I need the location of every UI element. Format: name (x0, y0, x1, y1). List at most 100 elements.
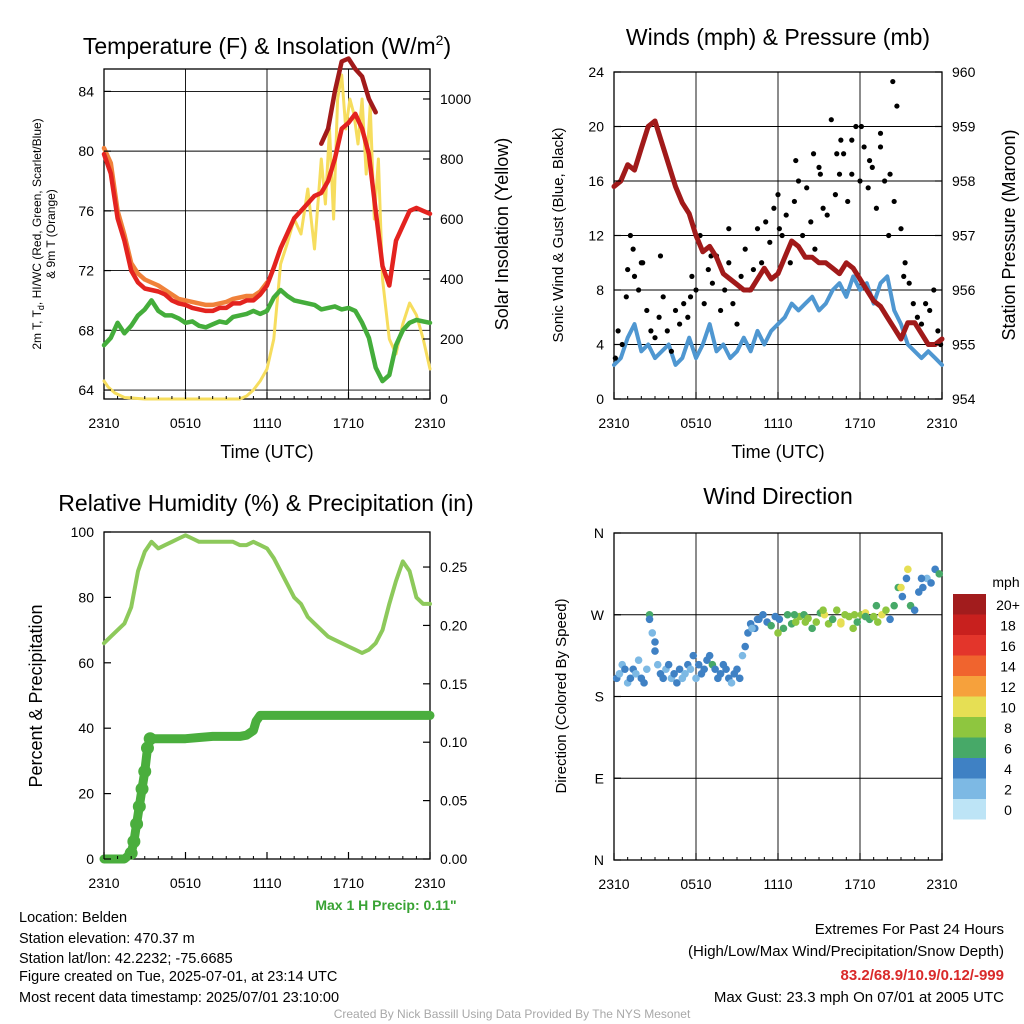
wind-direction-point (917, 574, 926, 583)
gust-point (771, 205, 777, 211)
colorbar-label: 12 (1000, 679, 1016, 695)
wind-direction-point (904, 565, 912, 574)
wind-direction-point (819, 606, 827, 615)
station-info: Location: Belden Station elevation: 470.… (19, 910, 339, 1006)
gust-point (672, 307, 679, 314)
gust-point (882, 178, 888, 184)
gust-point (631, 273, 638, 279)
precipitation-point (130, 817, 144, 831)
gust-point (644, 307, 650, 314)
gust-point (849, 137, 855, 143)
gust-point (775, 192, 781, 198)
wind-direction-grid (614, 533, 942, 860)
winds-ytick-label: 16 (588, 173, 604, 189)
pressure-y-axis-label: Station Pressure (Maroon) (999, 129, 1019, 340)
humidity-ytick-label: 0 (86, 851, 94, 867)
wind-direction-point (801, 618, 810, 626)
wind-direction-point (735, 674, 744, 683)
gust-point (869, 164, 875, 170)
precipitation-point (132, 799, 146, 813)
temperature-x-axis-label: Time (UTC) (220, 442, 313, 462)
colorbar-label: 18 (1000, 618, 1016, 634)
gust-point (795, 178, 802, 184)
gust-point (776, 226, 782, 232)
wind-direction-xtick-label: 0510 (680, 876, 711, 892)
precipitation-point (143, 732, 157, 746)
colorbar-title: mph (992, 574, 1019, 590)
winds-x-axis-label: Time (UTC) (731, 442, 824, 462)
wind-direction-point (775, 615, 784, 624)
wind-direction-point (632, 669, 640, 678)
gust-point (701, 301, 707, 307)
temperature-panel: Temperature (F) & Insolation (W/m2) 2310… (30, 32, 512, 462)
wind-direction-point (759, 610, 767, 619)
gust-point (816, 164, 822, 170)
gust-point (709, 280, 716, 286)
wind-direction-point (849, 624, 857, 633)
temperature-xtick-label: 2310 (414, 415, 445, 431)
precip-ytick-right-label: 0.25 (440, 559, 467, 575)
temperature-xtick-label: 1710 (333, 415, 364, 431)
wind-direction-point (670, 669, 678, 678)
winds-ytick-label: 20 (588, 119, 604, 135)
wind-direction-point (645, 615, 654, 624)
wind-direction-point (790, 610, 799, 619)
wind-direction-xtick-label: 1110 (763, 876, 792, 892)
gust-point (866, 157, 873, 164)
gust-point (718, 307, 724, 314)
gust-point (877, 144, 884, 150)
wind-direction-point (886, 615, 894, 624)
winds-xtick-label: 2310 (598, 415, 629, 431)
gust-point (849, 171, 855, 177)
extremes-heading: Extremes For Past 24 Hours (815, 921, 1004, 938)
wind-direction-point (882, 606, 890, 615)
gust-point (705, 266, 711, 273)
speed-colorbar: mph 20+ 18 16 14 12 10 8 6 4 2 0 (953, 574, 1020, 820)
temperature-grid (104, 69, 430, 399)
gust-point (927, 307, 933, 314)
gust-point (652, 335, 658, 341)
gust-point (902, 260, 908, 266)
gust-point (845, 198, 851, 205)
wind-direction-point (869, 612, 878, 621)
gust-point (906, 280, 912, 286)
gust-point (914, 314, 921, 320)
gust-point (638, 260, 644, 266)
pressure-ytick-right-label: 960 (952, 64, 976, 80)
gust-point (687, 294, 694, 300)
precipitation-point (138, 764, 152, 778)
temperature-series-td (101, 287, 433, 384)
humidity-title: Relative Humidity (%) & Precipitation (i… (58, 490, 473, 516)
winds-xtick-label: 2310 (926, 415, 957, 431)
wind-direction-ytick-label: S (595, 689, 604, 705)
gust-point (648, 328, 654, 334)
humidity-ytick-label: 20 (78, 786, 94, 802)
pressure-ytick-right-label: 959 (952, 119, 976, 135)
humidity-ytick-label: 80 (78, 589, 94, 605)
winds-xtick-label: 1110 (763, 415, 792, 431)
gust-point (681, 301, 687, 307)
gust-point (793, 157, 799, 164)
temperature-ytick-label: 64 (78, 382, 94, 398)
colorbar-label: 16 (1000, 638, 1016, 654)
wind-direction-point (753, 615, 762, 624)
wind-direction-point (681, 669, 689, 678)
winds-series (611, 78, 945, 367)
gust-point (759, 260, 765, 266)
humidity-axes: 2310 0510 1110 1710 2310 0 20 40 60 80 100 0.00 0.05… (71, 524, 468, 891)
precip-ytick-right-label: 0.15 (440, 676, 467, 692)
wind-direction-point (910, 606, 919, 615)
station-elevation: Station elevation: 470.37 m (19, 931, 195, 947)
gust-point (689, 273, 695, 279)
pressure-ytick-right-label: 958 (952, 173, 976, 189)
insolation-ytick-right-label: 200 (440, 331, 464, 347)
wind-direction-ytick-label: E (595, 770, 604, 786)
gust-point (910, 301, 916, 307)
gust-point (754, 226, 761, 232)
colorbar-swatch (953, 717, 986, 738)
precipitation-point (124, 846, 138, 860)
colorbar-label: 4 (1004, 761, 1012, 777)
station-location: Location: Belden (19, 910, 127, 926)
wind-direction-point (659, 674, 667, 683)
gust-point (623, 294, 629, 300)
